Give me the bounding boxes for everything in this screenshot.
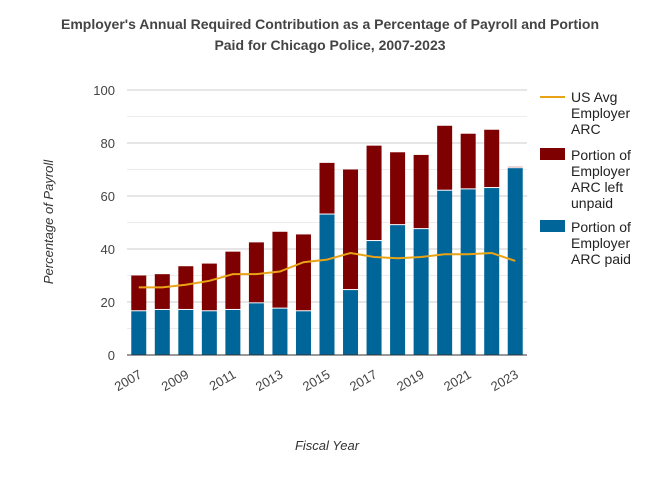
bar-unpaid-2013 [272, 231, 288, 308]
legend-label: Portion of [571, 219, 631, 235]
bar-paid-2021 [460, 189, 476, 355]
bar-paid-2013 [272, 308, 288, 355]
gridlines [127, 89, 527, 329]
bar-unpaid-2021 [460, 133, 476, 189]
chart-title-line-1: Employer's Annual Required Contribution … [60, 16, 599, 32]
legend-label: Employer [571, 235, 630, 251]
x-tick-label: 2011 [207, 367, 239, 394]
bar-paid-2023 [507, 168, 523, 355]
us-avg-line-layer [138, 251, 516, 289]
legend-swatch-1 [540, 148, 565, 160]
bar-paid-2020 [437, 190, 453, 355]
x-tick-label: 2015 [300, 367, 333, 394]
legend-label: Employer [571, 105, 630, 121]
bar-paid-2019 [413, 229, 429, 355]
bar-unpaid-2019 [413, 154, 429, 229]
legend-label: US Avg [571, 89, 617, 105]
chart-title: Employer's Annual Required Contribution … [40, 14, 620, 56]
x-tick-label: 2021 [441, 367, 474, 394]
bar-unpaid-2008 [154, 274, 170, 309]
x-tick-label: 2009 [159, 367, 192, 394]
bar-paid-2022 [484, 188, 500, 355]
bar-paid-2016 [343, 290, 359, 355]
bar-unpaid-2011 [225, 251, 241, 309]
y-tick-label: 40 [101, 242, 115, 257]
chart-title-line-2: Paid for Chicago Police, 2007-2023 [214, 37, 446, 53]
bar-unpaid-2018 [390, 152, 406, 225]
bar-unpaid-2020 [437, 125, 453, 190]
bar-paid-2011 [225, 309, 241, 355]
x-tick-label: 2023 [488, 367, 521, 394]
us-avg-arc-line [138, 251, 516, 289]
legend-label: ARC paid [571, 251, 631, 267]
x-tick-label: 2013 [253, 367, 286, 394]
bar-unpaid-2007 [131, 275, 147, 311]
y-tick-label: 100 [93, 83, 115, 98]
bar-paid-2017 [366, 241, 382, 355]
bar-paid-2007 [131, 311, 147, 355]
legend-label: Employer [571, 163, 630, 179]
bar-paid-2015 [319, 214, 335, 355]
bar-paid-2008 [154, 309, 170, 355]
legend-swatch-2 [540, 220, 565, 232]
bar-unpaid-2015 [319, 162, 335, 214]
x-tick-label: 2017 [347, 367, 380, 394]
y-axis-title: Percentage of Payroll [41, 159, 56, 284]
x-axis-title: Fiscal Year [295, 438, 360, 453]
legend-label: ARC [571, 121, 601, 137]
bar-unpaid-2009 [178, 266, 194, 309]
y-tick-label: 0 [108, 348, 115, 363]
bars [131, 125, 523, 355]
bar-unpaid-2014 [295, 234, 311, 311]
legend-label: ARC left [571, 179, 623, 195]
bar-unpaid-2017 [366, 145, 382, 241]
bar-unpaid-2010 [201, 263, 217, 311]
y-tick-label: 20 [101, 295, 115, 310]
legend-label: unpaid [571, 195, 613, 211]
bar-unpaid-2012 [248, 242, 264, 303]
x-tick-label: 2007 [112, 367, 145, 394]
x-tick-label: 2019 [394, 367, 427, 394]
bar-paid-2009 [178, 309, 194, 355]
bar-paid-2012 [248, 303, 264, 355]
bar-paid-2018 [390, 225, 406, 355]
y-tick-label: 80 [101, 136, 115, 151]
bar-paid-2014 [295, 311, 311, 355]
y-tick-label: 60 [101, 189, 115, 204]
legend-label: Portion of [571, 147, 631, 163]
bar-paid-2010 [201, 311, 217, 355]
bar-unpaid-2016 [343, 169, 359, 290]
bar-unpaid-2022 [484, 129, 500, 188]
